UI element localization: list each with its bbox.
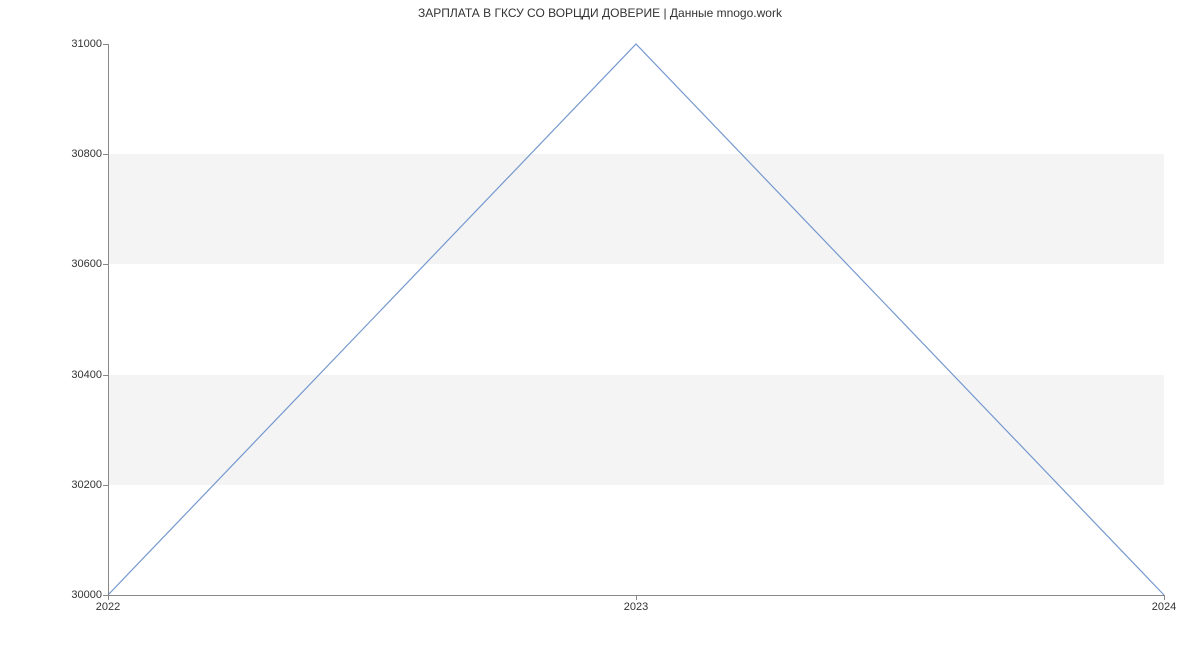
- x-tick-label: 2022: [96, 601, 120, 613]
- y-tick-mark: [103, 154, 108, 155]
- y-tick-mark: [103, 485, 108, 486]
- chart-container: ЗАРПЛАТА В ГКСУ СО ВОРЦДИ ДОВЕРИЕ | Данн…: [0, 0, 1200, 650]
- y-tick-label: 30800: [71, 148, 102, 160]
- y-tick-mark: [103, 264, 108, 265]
- y-tick-mark: [103, 44, 108, 45]
- y-tick-label: 30600: [71, 258, 102, 270]
- y-axis-line: [108, 44, 109, 595]
- y-tick-label: 30400: [71, 369, 102, 381]
- chart-title: ЗАРПЛАТА В ГКСУ СО ВОРЦДИ ДОВЕРИЕ | Данн…: [0, 6, 1200, 20]
- x-tick-label: 2023: [624, 601, 648, 613]
- y-tick-label: 30000: [71, 589, 102, 601]
- x-tick-mark: [636, 595, 637, 600]
- y-tick-mark: [103, 375, 108, 376]
- plot-area: 3000030200304003060030800310002022202320…: [108, 44, 1164, 595]
- series-line: [108, 44, 1164, 595]
- y-tick-label: 30200: [71, 479, 102, 491]
- x-tick-mark: [1164, 595, 1165, 600]
- y-tick-label: 31000: [71, 38, 102, 50]
- line-layer: [108, 44, 1164, 595]
- x-tick-mark: [108, 595, 109, 600]
- x-tick-label: 2024: [1152, 601, 1176, 613]
